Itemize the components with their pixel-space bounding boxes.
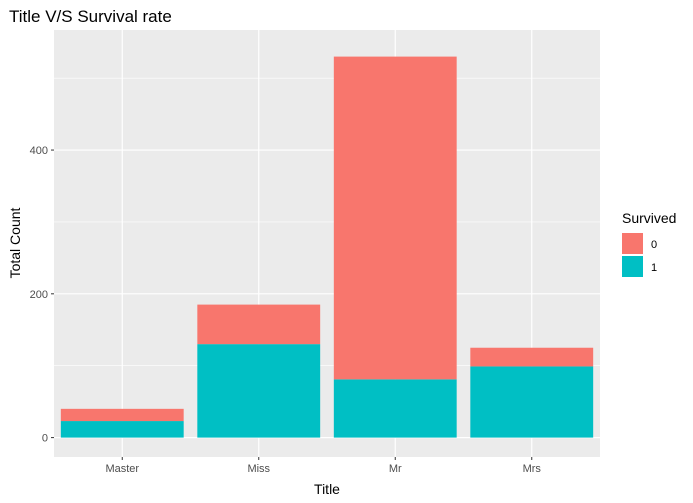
y-tick-label: 0 [42,433,48,445]
y-tick-label: 200 [30,289,48,301]
legend: Survived 0 1 [622,210,676,277]
bar-master-survived-1 [60,421,184,438]
legend-title: Survived [622,210,676,226]
x-axis-label: Title [314,481,340,497]
y-axis: 0 200 400 [30,145,54,445]
bar-miss-survived-0 [197,304,321,345]
x-axis: Master Miss Mr Mrs [105,457,541,475]
y-tick-label: 400 [30,145,48,157]
bar-group [60,56,594,438]
x-tick-label-mrs: Mrs [523,463,542,475]
bar-miss-survived-1 [197,344,321,438]
y-axis-label: Total Count [7,207,23,278]
x-tick-label-mr: Mr [389,463,402,475]
x-tick-label-miss: Miss [247,463,270,475]
bar-mr-survived-0 [333,56,457,380]
x-tick-label-master: Master [105,463,139,475]
bar-mrs-survived-0 [470,347,594,367]
legend-swatch-1 [622,256,643,277]
legend-label-0: 0 [651,239,657,251]
chart-title: Title V/S Survival rate [9,7,172,26]
bar-mrs-survived-1 [470,366,594,438]
bar-master-survived-0 [60,408,184,422]
legend-swatch-0 [622,233,643,254]
legend-label-1: 1 [651,262,657,274]
bar-mr-survived-1 [333,379,457,438]
